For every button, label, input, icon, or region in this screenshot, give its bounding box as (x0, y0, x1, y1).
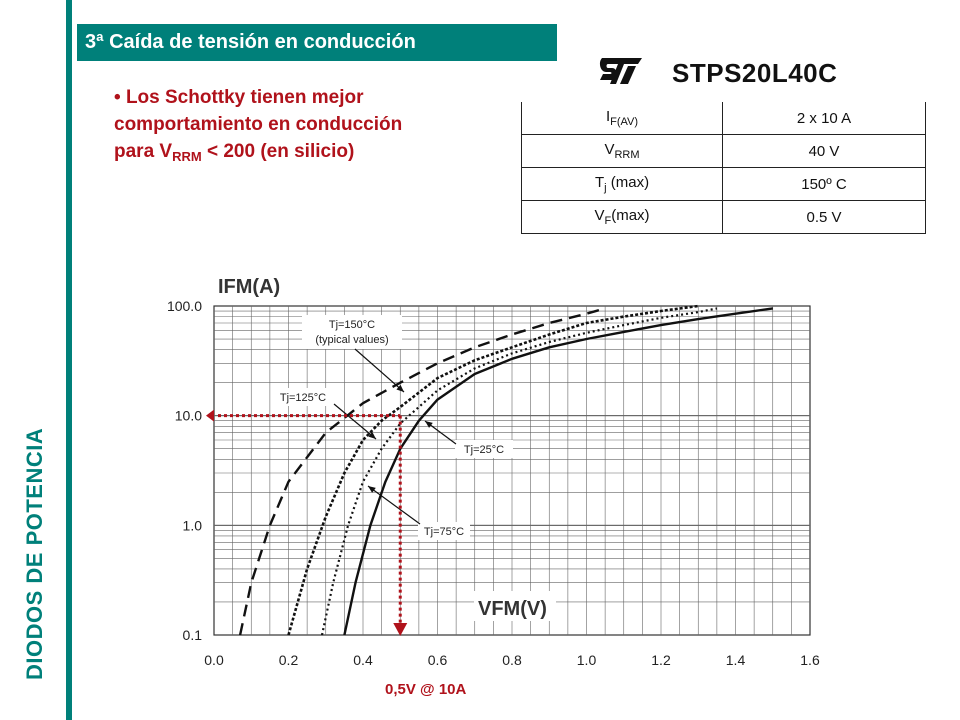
label-tj25-background (455, 440, 513, 458)
y-tick-label: 1.0 (183, 517, 203, 533)
x-tick-label: 0.0 (204, 652, 224, 668)
part-number: STPS20L40C (672, 58, 838, 88)
x-tick-label: 0.6 (428, 652, 448, 668)
x-axis-label-background (474, 591, 556, 621)
spec-param-symbol: V (604, 141, 615, 158)
label-tj25: Tj=25°C (464, 444, 504, 456)
x-tick-label: 1.6 (800, 652, 820, 668)
curve-tj75c (320, 307, 718, 636)
spec-value: 0.5 V (722, 200, 926, 234)
spec-param: Tj (max) (521, 167, 723, 201)
spec-param-suffix: (max) (606, 174, 650, 191)
spec-param-sub: RRM (614, 149, 640, 161)
bullet-line-2: comportamiento en conducción (114, 114, 403, 135)
y-tick-label: 100.0 (167, 298, 202, 314)
spec-row: IF(AV) 2 x 10 A (521, 102, 926, 135)
spec-param-sub: F(AV) (610, 116, 639, 128)
bullet-marker: • (114, 87, 121, 108)
y-tick-label: 0.1 (183, 627, 203, 643)
x-tick-label: 1.2 (651, 652, 671, 668)
callout-tj75-head (368, 486, 376, 493)
spec-row: Tj (max) 150º C (521, 167, 926, 201)
bullet-line-3-post: < 200 (en silicio) (201, 141, 355, 162)
label-tj125: Tj=125°C (280, 392, 326, 404)
page-title: 3ª Caída de tensión en conducción (77, 24, 557, 61)
x-tick-label: 1.4 (726, 652, 746, 668)
bullet-line-3-pre: para V (114, 141, 173, 162)
spec-value: 2 x 10 A (722, 102, 926, 135)
operating-point-note: 0,5V @ 10A (385, 681, 467, 698)
spec-param-sub: F (604, 215, 612, 227)
spec-value: 40 V (722, 134, 926, 168)
curve-tj25c (343, 307, 773, 636)
callout-tj150-head (396, 384, 404, 392)
x-axis-label: VFM(V) (478, 598, 547, 620)
spec-param-sub: j (604, 182, 607, 194)
label-tj150: Tj=150°C (329, 319, 375, 331)
callout-tj75 (367, 485, 421, 525)
label-tj150: (typical values) (315, 334, 388, 346)
bullet-line-3-sub: RRM (172, 149, 202, 164)
label-tj75: Tj=75°C (424, 526, 464, 538)
x-tick-label: 0.2 (279, 652, 299, 668)
callout-tj25-head (425, 421, 433, 428)
curve-tj150c (238, 307, 606, 636)
spec-row: VRRM 40 V (521, 134, 926, 168)
marker-arrow-left (206, 409, 214, 422)
marker-arrow-down (393, 623, 408, 636)
label-tj75-background (418, 522, 470, 540)
x-tick-label: 0.4 (353, 652, 373, 668)
label-tj150-background (302, 315, 402, 349)
spec-param-symbol: T (594, 174, 605, 191)
callout-tj125 (333, 403, 377, 440)
x-tick-label: 0.8 (502, 652, 522, 668)
y-axis-label: IFM(A) (218, 276, 280, 298)
y-tick-label: 10.0 (175, 408, 202, 424)
spec-param-suffix: (max) (611, 207, 650, 224)
spec-param-symbol: I (605, 108, 611, 125)
x-tick-label: 1.0 (577, 652, 597, 668)
bullet-line-1: Los Schottky tienen mejor (125, 87, 364, 108)
spec-table: IF(AV) 2 x 10 A VRRM 40 V Tj (max) 150º C VF(m… (521, 102, 926, 234)
label-tj125-background (272, 388, 334, 406)
callout-tj150 (354, 348, 405, 393)
spec-row: VF(max) 0.5 V (521, 200, 926, 234)
side-accent-bar (66, 0, 72, 720)
callout-tj125-head (368, 431, 376, 439)
spec-param: IF(AV) (521, 102, 723, 135)
st-logo-icon (599, 58, 642, 84)
curve-tj125c (287, 304, 699, 636)
spec-value: 150º C (722, 167, 926, 201)
spec-param: VF(max) (521, 200, 723, 234)
bullet-text: • Los Schottky tienen mejor comportamien… (114, 84, 504, 170)
spec-param-symbol: V (594, 207, 605, 224)
